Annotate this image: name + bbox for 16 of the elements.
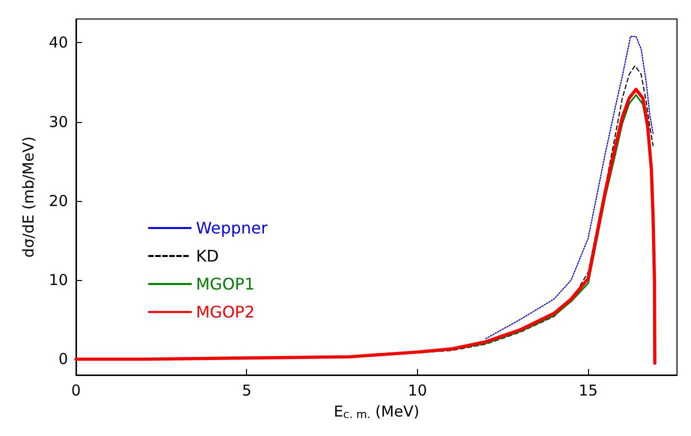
- legend-label: MGOP1: [196, 274, 255, 294]
- y-tick-label: 30: [48, 112, 68, 131]
- y-axis-title: dσ/dE (mb/MeV): [20, 136, 38, 258]
- y-tick-label: 0: [58, 350, 68, 368]
- legend-label: KD: [196, 246, 219, 266]
- y-tick-label: 20: [48, 192, 68, 210]
- legend-label: Weppner: [196, 218, 268, 238]
- y-tick-label: 10: [48, 271, 68, 290]
- legend-label: MGOP2: [196, 302, 255, 322]
- line-series: [485, 36, 654, 340]
- x-tick-label: 10: [408, 382, 428, 400]
- x-tick-label: 5: [242, 382, 252, 400]
- x-tick-label: 15: [578, 382, 598, 400]
- x-axis-title: Ec. m. (MeV): [334, 402, 420, 421]
- x-tick-label: 0: [71, 382, 81, 400]
- y-tick-label: 40: [48, 34, 68, 52]
